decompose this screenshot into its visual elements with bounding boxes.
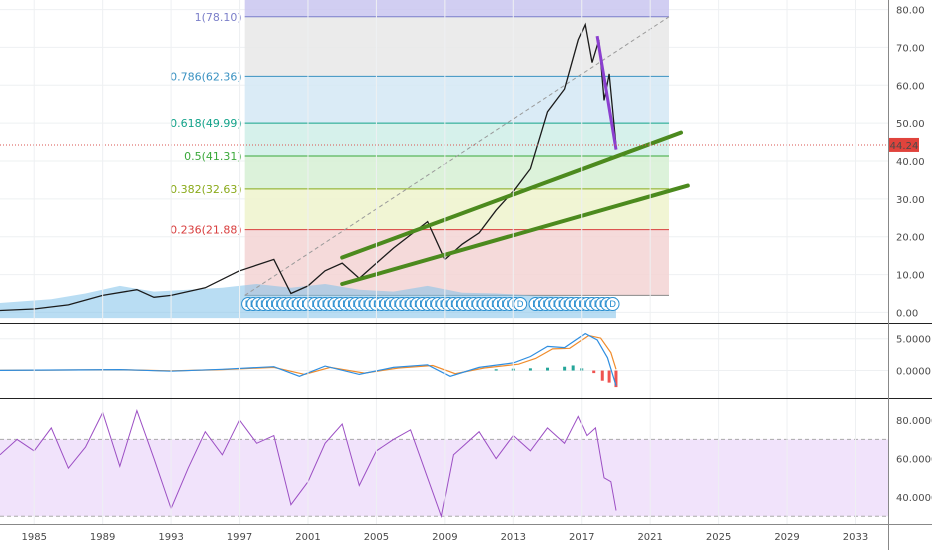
fib-level-label: 1(78.10): [195, 11, 242, 24]
macd-histogram-bar: [494, 369, 498, 371]
time-axis-tick: 2001: [295, 532, 320, 543]
price-scale-tick: 10.00: [896, 271, 925, 282]
fib-level-label: 0.382(32.63): [170, 183, 242, 196]
macd-histogram-bar: [571, 365, 575, 371]
price-scale-tick: 0.00: [896, 308, 918, 319]
last-price-badge: [889, 137, 919, 152]
price-scale-tick: 50.00: [896, 119, 925, 130]
price-line: [0, 22, 617, 312]
time-axis-tick: 2033: [843, 532, 868, 543]
dividend-marker-label: D: [517, 300, 524, 310]
fib-zone: [244, 229, 669, 296]
fib-level-label: 0.236(21.88): [170, 224, 242, 237]
dividend-marker-label: D: [609, 300, 616, 310]
macd-histogram-bar: [546, 367, 550, 371]
time-axis: 1985 1989 1993 1997 2001 2005 2009 2013 2017 2021…: [21, 0, 868, 543]
time-axis-tick: 2017: [569, 532, 594, 543]
price-scale-tick: 80.00: [896, 6, 925, 17]
price-panel: 1(78.10) 0.786(62.36) 0.618(49.99) 0.5(41.3…: [0, 0, 919, 319]
time-axis-tick: 2013: [501, 532, 526, 543]
macd-scale-tick: 0.0000: [896, 367, 931, 378]
fib-zone: [244, 123, 669, 157]
time-axis-tick: 1985: [21, 532, 46, 543]
rsi-panel: [0, 409, 888, 519]
macd-histogram-bar: [614, 370, 618, 388]
channel-upper-line: [340, 130, 683, 260]
time-axis-tick: 2009: [432, 532, 457, 543]
time-axis-tick: 1989: [90, 532, 115, 543]
rsi-line: [0, 409, 617, 519]
fib-level-label: 0.5(41.31): [184, 150, 242, 163]
time-axis-tick: 1997: [227, 532, 252, 543]
channel-lower-line: [340, 183, 690, 286]
macd-histogram-bar: [563, 366, 567, 371]
time-axis-tick: 1993: [158, 532, 183, 543]
time-axis-tick: 2005: [364, 532, 389, 543]
price-scale-tick: 40.00: [896, 157, 925, 168]
fib-level-label: 0.618(49.99): [170, 117, 242, 130]
fib-level-label: 0.786(62.36): [170, 70, 242, 83]
macd-histogram-bar: [592, 370, 596, 374]
price-scale-tick: 60.00: [896, 81, 925, 92]
dividend-marker[interactable]: [605, 297, 620, 311]
time-axis-tick: 2021: [637, 532, 662, 543]
macd-histogram-bar: [607, 370, 611, 383]
rsi-scale-tick: 40.0000: [896, 493, 932, 504]
macd-histogram-bar: [600, 370, 604, 381]
fib-zone: [244, 0, 669, 17]
macd-panel: [0, 332, 888, 388]
last-price-label: 44.24: [890, 141, 919, 152]
macd-scale-tick: 5.0000: [896, 335, 931, 346]
fib-zone: [244, 76, 669, 124]
price-scale-tick: 30.00: [896, 195, 925, 206]
macd-histogram-bar: [528, 368, 532, 371]
rsi-scale-tick: 60.0000: [896, 455, 932, 466]
time-axis-tick: 2029: [774, 532, 799, 543]
drop-line: [595, 35, 618, 150]
time-axis-tick: 2025: [706, 532, 731, 543]
dashed-trend-line: [244, 16, 670, 296]
price-scale-tick: 70.00: [896, 43, 925, 54]
rsi-scale-tick: 80.0000: [896, 416, 932, 427]
price-scale-tick: 20.00: [896, 233, 925, 244]
